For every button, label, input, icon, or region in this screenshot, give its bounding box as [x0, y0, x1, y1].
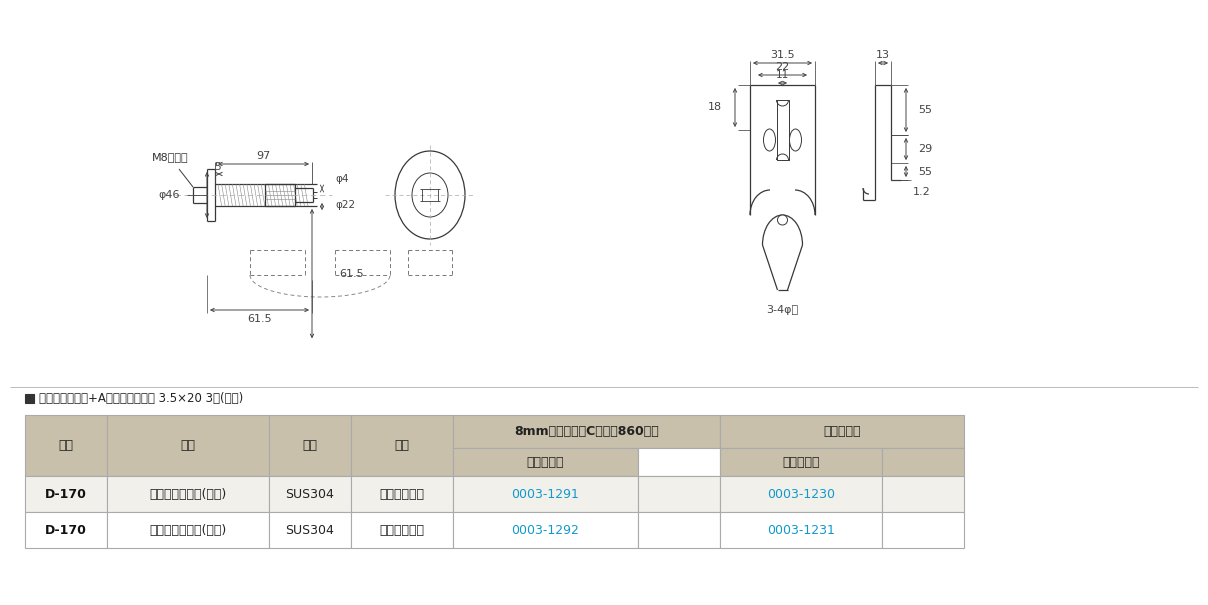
Ellipse shape [412, 173, 448, 217]
Text: 22: 22 [776, 62, 790, 72]
Text: φ46: φ46 [158, 190, 180, 200]
Text: 31.5: 31.5 [771, 50, 795, 60]
Bar [108, 512, 269, 548]
Text: 商品コード: 商品コード [527, 456, 564, 468]
Circle shape [778, 215, 788, 225]
Bar [108, 476, 269, 512]
Text: 付属品／ステン+Aナベタッピング 3.5×20 3本(受用): 付属品／ステン+Aナベタッピング 3.5×20 3本(受用) [39, 393, 243, 405]
Bar [269, 512, 352, 548]
Text: 0003-1230: 0003-1230 [767, 488, 835, 500]
Bar [453, 415, 720, 448]
Text: 55: 55 [918, 167, 933, 177]
Bar [720, 512, 882, 548]
Text: 55: 55 [918, 105, 933, 115]
Text: 13: 13 [876, 50, 890, 60]
Text: 品番: 品番 [58, 439, 74, 452]
Bar [25, 394, 34, 403]
Ellipse shape [763, 129, 776, 151]
Text: 0003-1292: 0003-1292 [511, 523, 580, 537]
Bar [720, 448, 882, 476]
Bar [25, 476, 108, 512]
Text: φ22: φ22 [335, 200, 355, 210]
Text: 29: 29 [918, 144, 933, 154]
Bar [25, 415, 108, 476]
Bar [882, 512, 964, 548]
Text: 巾木･床付兼用(巾木): 巾木･床付兼用(巾木) [150, 488, 227, 500]
Bar [720, 476, 882, 512]
Bar [352, 512, 453, 548]
Text: ヘアーライン: ヘアーライン [379, 523, 424, 537]
Text: SUS304: SUS304 [285, 523, 335, 537]
Text: 0003-1291: 0003-1291 [511, 488, 580, 500]
Text: 18: 18 [708, 102, 722, 112]
Bar [269, 476, 352, 512]
Ellipse shape [395, 151, 465, 239]
Text: 1.2: 1.2 [913, 187, 930, 197]
Bar [453, 476, 638, 512]
Text: 二重丸座付: 二重丸座付 [823, 425, 861, 438]
Text: 97: 97 [256, 151, 271, 161]
Text: 11: 11 [776, 70, 789, 80]
Text: 仕様: 仕様 [180, 439, 196, 452]
Text: 0003-1231: 0003-1231 [767, 523, 835, 537]
Text: ヘアーライン: ヘアーライン [379, 488, 424, 500]
Bar [638, 448, 720, 476]
Bar [638, 512, 720, 548]
Bar [720, 415, 964, 448]
Text: SUS304: SUS304 [285, 488, 335, 500]
Bar [108, 415, 269, 476]
Text: 材質: 材質 [302, 439, 318, 452]
Bar [25, 512, 108, 548]
Text: 巾木･床付兼用(床付): 巾木･床付兼用(床付) [150, 523, 227, 537]
Text: 3-4φ穴: 3-4φ穴 [766, 305, 798, 315]
Text: D-170: D-170 [45, 523, 87, 537]
Text: M8タップ: M8タップ [152, 152, 188, 162]
Bar [269, 415, 352, 476]
Bar [777, 100, 789, 160]
Text: D-170: D-170 [45, 488, 87, 500]
Bar [453, 512, 638, 548]
Text: 仕上: 仕上 [395, 439, 410, 452]
Bar [352, 476, 453, 512]
Text: 5: 5 [214, 162, 221, 172]
Bar [882, 476, 964, 512]
Bar [453, 448, 638, 476]
Bar [638, 476, 720, 512]
Text: 商品コード: 商品コード [783, 456, 820, 468]
Bar [882, 448, 964, 476]
Text: 61.5: 61.5 [339, 269, 364, 279]
Text: φ4: φ4 [335, 174, 348, 184]
Text: 61.5: 61.5 [248, 314, 272, 324]
Bar [352, 415, 453, 476]
Ellipse shape [790, 129, 801, 151]
Text: 8mmアンカー（Cタイプ860）付: 8mmアンカー（Cタイプ860）付 [515, 425, 658, 438]
